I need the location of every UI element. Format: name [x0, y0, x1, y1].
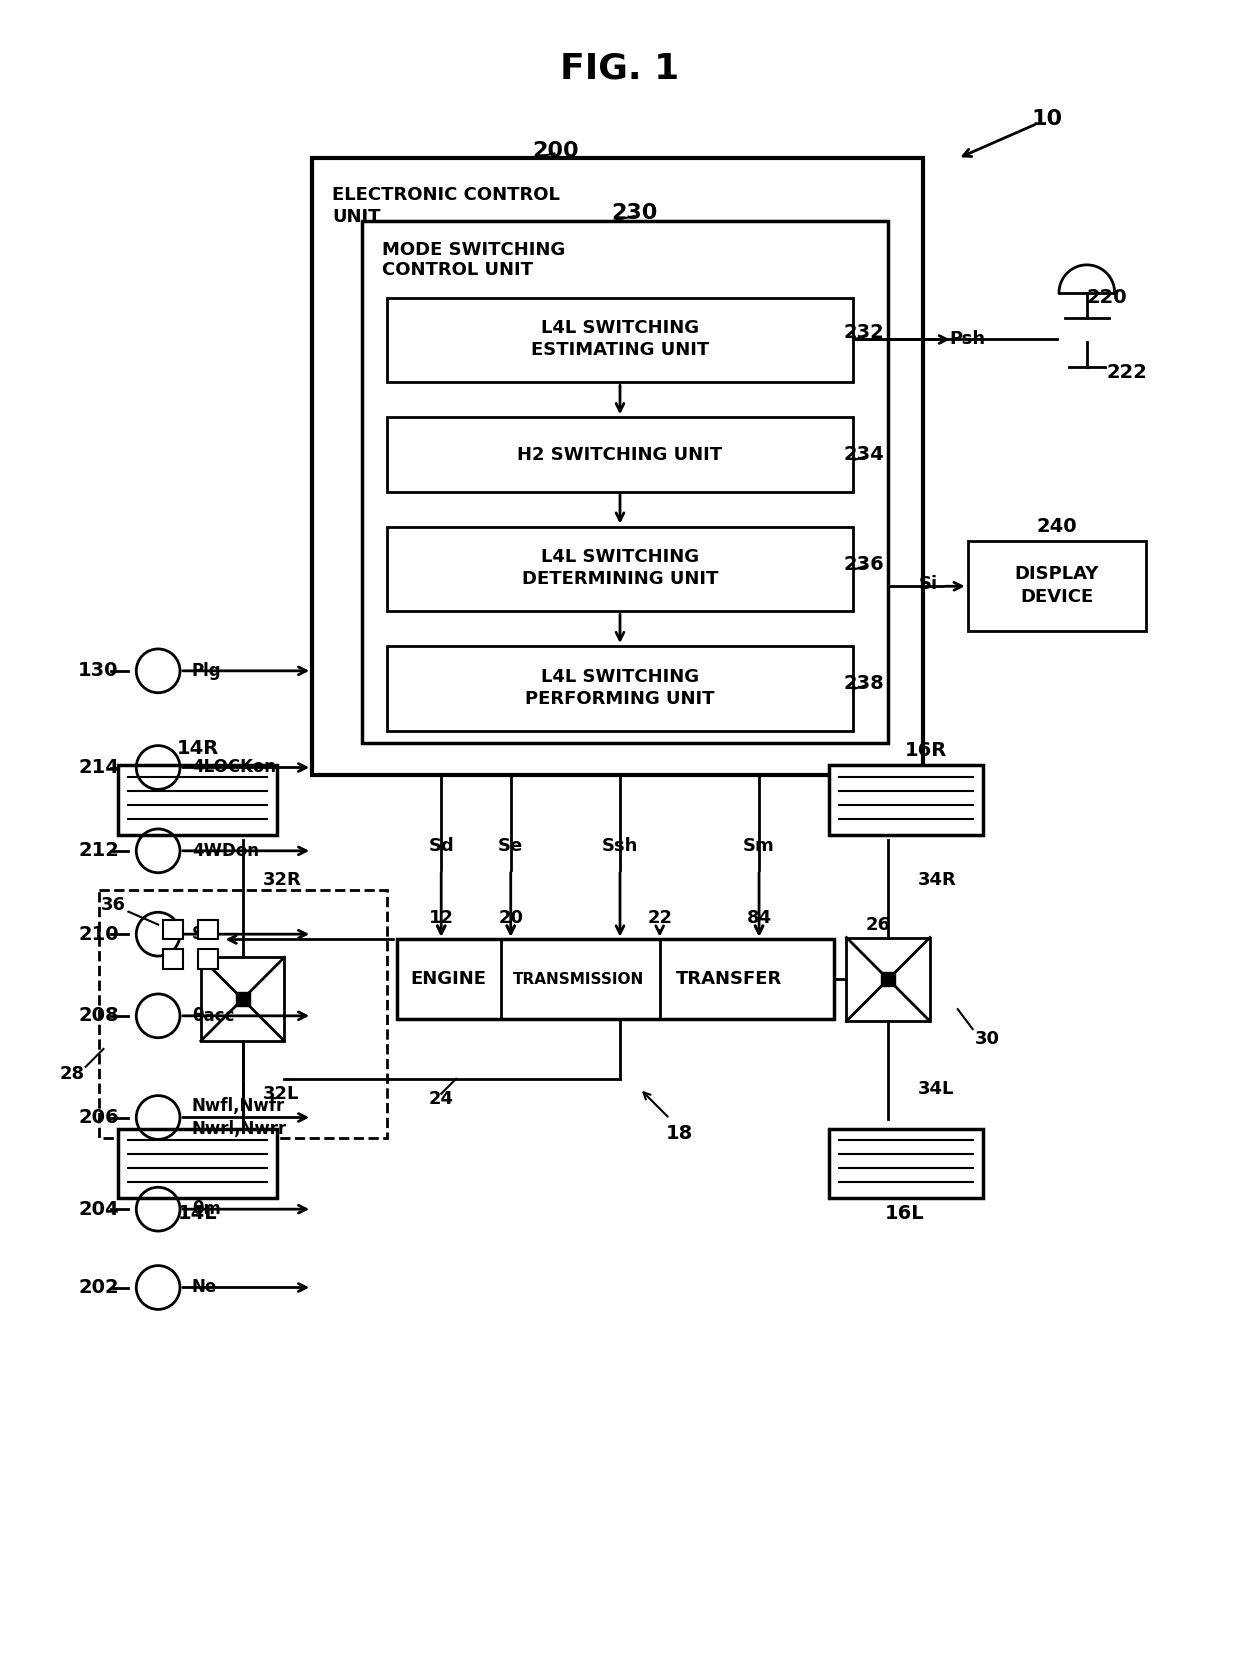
Bar	[387, 298, 853, 382]
Text: 210: 210	[78, 925, 119, 943]
Text: L4L SWITCHING: L4L SWITCHING	[541, 318, 699, 337]
Text: 20: 20	[498, 908, 523, 926]
Text: PERFORMING UNIT: PERFORMING UNIT	[526, 690, 714, 709]
Text: 4LOCKon: 4LOCKon	[192, 759, 275, 777]
Text: 36: 36	[100, 896, 126, 913]
Bar	[236, 992, 249, 1007]
Bar	[387, 526, 853, 611]
Text: 200: 200	[532, 141, 579, 161]
Bar	[387, 647, 853, 730]
Text: 22: 22	[647, 908, 672, 926]
Text: 208: 208	[78, 1007, 119, 1025]
Bar	[312, 159, 923, 776]
Text: 26: 26	[866, 916, 890, 933]
Text: 28: 28	[60, 1065, 84, 1082]
Bar	[397, 940, 833, 1018]
Text: Ssh: Ssh	[601, 838, 639, 854]
Text: 12: 12	[429, 908, 454, 926]
Bar	[198, 920, 218, 940]
Text: Se: Se	[498, 838, 523, 854]
Bar	[882, 971, 895, 987]
Text: Shl: Shl	[192, 925, 221, 943]
Bar	[847, 938, 930, 1022]
Text: Si: Si	[919, 575, 937, 593]
Text: 34L: 34L	[918, 1080, 955, 1097]
Bar	[164, 920, 184, 940]
Text: Psh: Psh	[950, 330, 986, 348]
Bar	[118, 765, 278, 836]
Text: TRANSMISSION: TRANSMISSION	[512, 971, 644, 987]
Bar	[387, 417, 853, 492]
Text: DEVICE: DEVICE	[1021, 588, 1094, 606]
Text: 34R: 34R	[918, 871, 957, 889]
Text: DETERMINING UNIT: DETERMINING UNIT	[522, 570, 718, 588]
Text: 206: 206	[78, 1107, 119, 1127]
Text: 32R: 32R	[263, 871, 301, 889]
Text: 238: 238	[844, 675, 884, 693]
Text: 202: 202	[78, 1278, 119, 1296]
Bar	[828, 1129, 982, 1198]
Text: 24: 24	[429, 1090, 454, 1107]
Bar	[362, 221, 888, 744]
Text: 214: 214	[78, 759, 119, 777]
Text: CONTROL UNIT: CONTROL UNIT	[382, 261, 533, 278]
Text: MODE SWITCHING: MODE SWITCHING	[382, 241, 565, 260]
Text: 240: 240	[1037, 518, 1078, 536]
Text: Ne: Ne	[192, 1278, 217, 1296]
Text: Sm: Sm	[743, 838, 775, 854]
Text: UNIT: UNIT	[332, 208, 381, 226]
Text: 18: 18	[666, 1124, 693, 1142]
Bar	[201, 958, 284, 1040]
Text: 222: 222	[1106, 363, 1147, 382]
Text: 14L: 14L	[179, 1204, 218, 1223]
Text: θacc: θacc	[192, 1007, 234, 1025]
Text: 232: 232	[844, 323, 884, 342]
Bar	[198, 950, 218, 970]
Text: 130: 130	[78, 662, 119, 680]
Text: 220: 220	[1086, 288, 1127, 307]
Text: Nwfl,Nwfr: Nwfl,Nwfr	[192, 1097, 285, 1114]
Text: 204: 204	[78, 1199, 119, 1219]
Text: TRANSFER: TRANSFER	[676, 970, 782, 988]
Text: 14R: 14R	[177, 739, 219, 759]
Bar	[967, 541, 1147, 631]
Text: 16R: 16R	[905, 740, 947, 760]
Text: FIG. 1: FIG. 1	[560, 52, 680, 85]
Text: 84: 84	[746, 908, 771, 926]
Text: Sd: Sd	[428, 838, 454, 854]
Text: 16L: 16L	[885, 1204, 925, 1223]
Bar	[118, 1129, 278, 1198]
Text: ENGINE: ENGINE	[410, 970, 486, 988]
Text: 4WDon: 4WDon	[192, 843, 259, 859]
Text: θm: θm	[192, 1201, 221, 1218]
Text: 30: 30	[975, 1030, 999, 1049]
Text: 236: 236	[844, 554, 884, 575]
Text: ELECTRONIC CONTROL: ELECTRONIC CONTROL	[332, 186, 559, 204]
Text: 32L: 32L	[263, 1085, 299, 1102]
Bar	[828, 765, 982, 836]
Text: 230: 230	[611, 203, 658, 223]
Text: DISPLAY: DISPLAY	[1014, 566, 1099, 583]
Text: 234: 234	[844, 446, 884, 464]
Text: Nwrl,Nwrr: Nwrl,Nwrr	[192, 1121, 288, 1139]
Bar	[98, 889, 387, 1139]
Bar	[164, 950, 184, 970]
Text: 212: 212	[78, 841, 119, 861]
Text: Plg: Plg	[192, 662, 222, 680]
Text: ESTIMATING UNIT: ESTIMATING UNIT	[531, 342, 709, 360]
Text: L4L SWITCHING: L4L SWITCHING	[541, 548, 699, 566]
Text: H2 SWITCHING UNIT: H2 SWITCHING UNIT	[517, 446, 723, 464]
Text: L4L SWITCHING: L4L SWITCHING	[541, 668, 699, 685]
Text: 10: 10	[1032, 109, 1063, 129]
